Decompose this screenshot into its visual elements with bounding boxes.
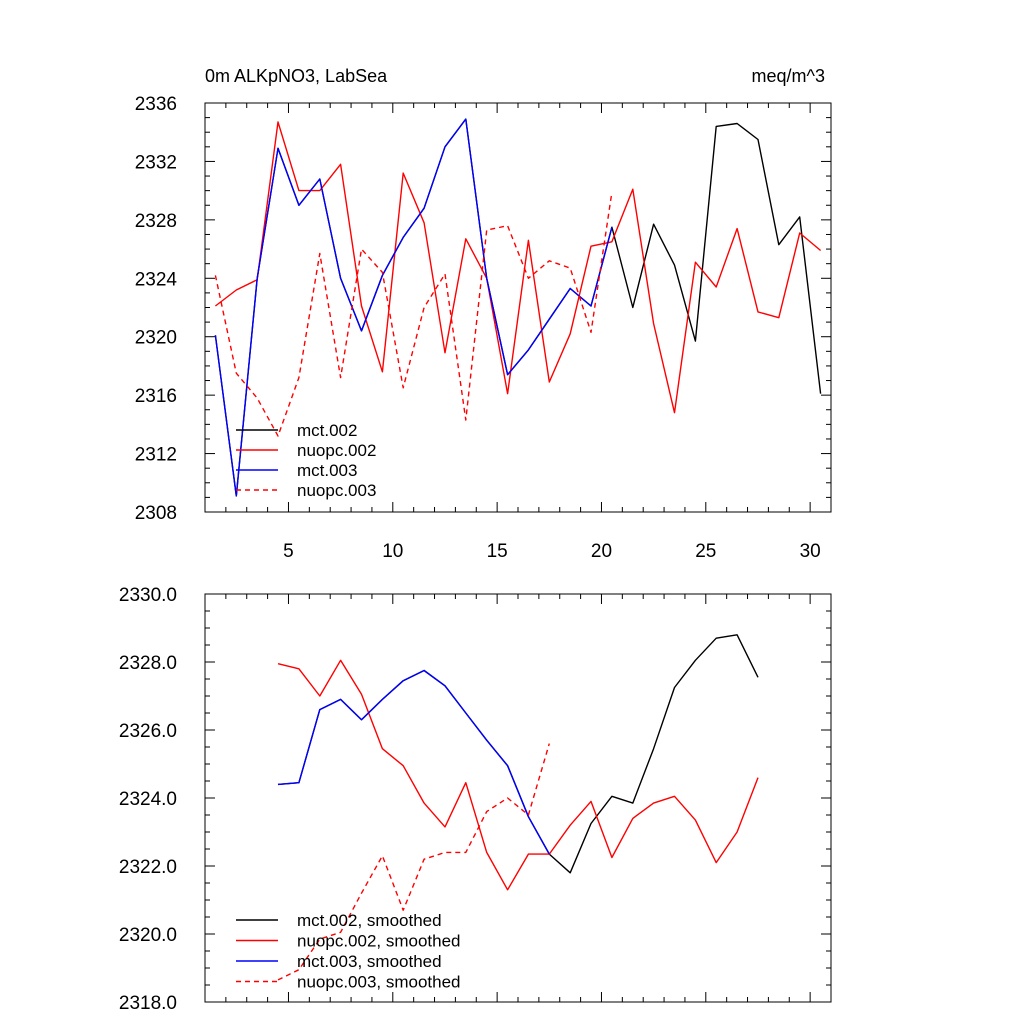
top-y-tick-label: 2336 — [135, 94, 177, 115]
top-y-tick-label: 2312 — [135, 445, 177, 466]
top-units-label: meq/m^3 — [752, 66, 825, 86]
bottom-legend-label: mct.002, smoothed — [297, 911, 442, 930]
bottom-series-line-mct-002-smoothed — [277, 634, 759, 874]
top-chart-panel: 5 10 15 20 25 30 2308 2312 2316 2320 2324 2328 2332 2… — [135, 66, 832, 562]
top-x-tick-label: 20 — [591, 541, 612, 562]
top-y-tick-label: 2320 — [135, 328, 177, 349]
top-y-tick-label: 2328 — [135, 211, 177, 232]
top-series-line-nuopc-002 — [214, 121, 822, 414]
bottom-y-tick-label: 2328.0 — [119, 653, 177, 674]
top-x-tick-label: 10 — [382, 541, 403, 562]
top-y-tick-label: 2316 — [135, 386, 177, 407]
bottom-y-tick-label: 2322.0 — [119, 857, 177, 878]
top-chart-title: 0m ALKpNO3, LabSea — [205, 66, 388, 86]
top-legend-label: nuopc.003 — [297, 481, 376, 500]
top-y-tick-label: 2332 — [135, 152, 177, 173]
bottom-series-line-nuopc-002-smoothed — [277, 659, 759, 891]
top-y-tick-label: 2324 — [135, 269, 178, 290]
bottom-y-tick-label: 2330.0 — [119, 585, 177, 606]
bottom-y-tick-label: 2324.0 — [119, 789, 177, 810]
top-legend-label: mct.003 — [297, 461, 357, 480]
bottom-series-line-nuopc-003-smoothed — [277, 743, 550, 981]
top-y-tick-label: 2308 — [135, 503, 177, 524]
bottom-legend-label: nuopc.003, smoothed — [297, 973, 461, 992]
bottom-y-tick-label: 2326.0 — [119, 721, 177, 742]
top-x-tick-label: 5 — [283, 541, 294, 562]
top-x-tick-label: 15 — [487, 541, 508, 562]
top-x-tick-label: 25 — [695, 541, 716, 562]
top-legend-label: mct.002 — [297, 421, 357, 440]
bottom-legend-label: mct.003, smoothed — [297, 952, 442, 971]
bottom-y-tick-label: 2320.0 — [119, 925, 177, 946]
top-series-line-mct-003 — [214, 118, 613, 497]
top-legend-label: nuopc.002 — [297, 441, 376, 460]
top-x-tick-label: 30 — [800, 541, 821, 562]
bottom-series-line-mct-003-smoothed — [277, 669, 550, 855]
bottom-legend-label: nuopc.002, smoothed — [297, 932, 461, 951]
bottom-chart-panel: 2318.0 2320.0 2322.0 2324.0 2326.0 2328.0 2330… — [119, 585, 832, 1014]
bottom-y-tick-label: 2318.0 — [119, 993, 177, 1014]
bottom-legend: mct.002, smoothed nuopc.002, smoothedmct.… — [236, 911, 461, 992]
